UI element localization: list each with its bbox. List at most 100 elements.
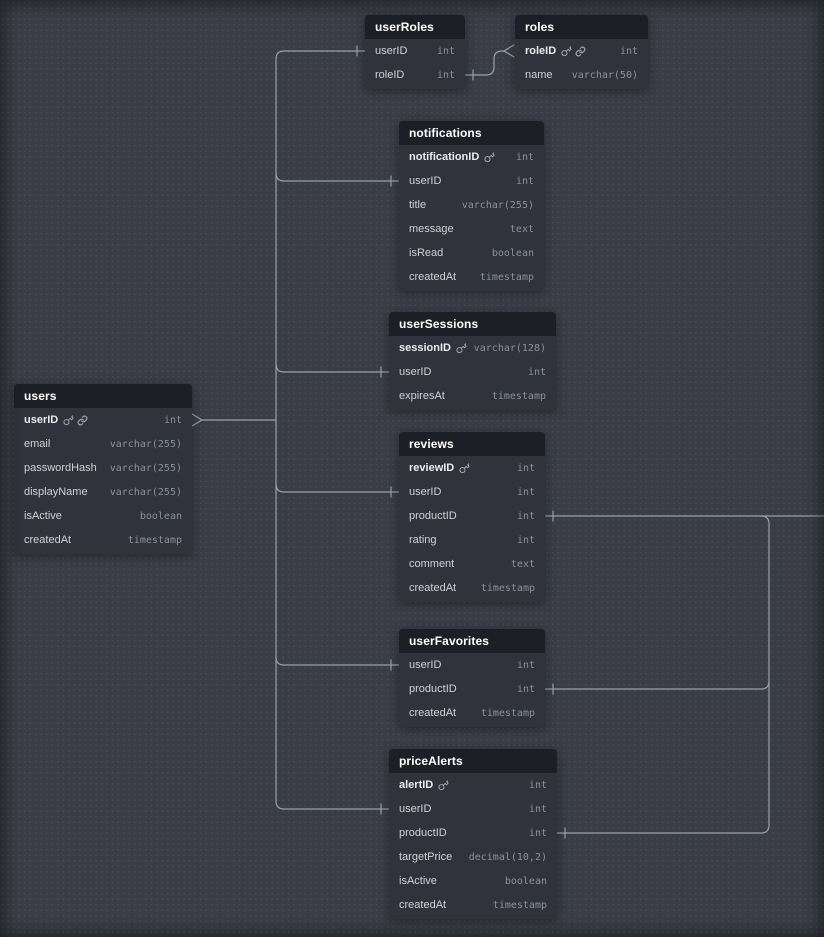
field-row-priceAlerts-isActive[interactable]: isActive boolean	[389, 869, 557, 893]
field-row-notifications-userID[interactable]: userID int	[399, 169, 544, 193]
field-name: createdAt	[409, 707, 457, 719]
field-row-users-userID[interactable]: userID int	[14, 408, 192, 432]
field-row-notifications-message[interactable]: message text	[399, 217, 544, 241]
field-row-userSessions-expiresAt[interactable]: expiresAt timestamp	[389, 384, 556, 408]
field-type: varchar(128)	[473, 342, 546, 354]
table-card-userFavorites[interactable]: userFavorites userID int productID int c…	[399, 629, 545, 727]
field-row-roles-roleID[interactable]: roleID int	[515, 39, 648, 63]
field-row-priceAlerts-productID[interactable]: productID int	[389, 821, 557, 845]
table-body: userID int productID int createdAt times…	[399, 653, 545, 727]
table-header[interactable]: reviews	[399, 432, 545, 456]
table-title: roles	[525, 20, 555, 34]
field-row-reviews-productID[interactable]: productID int	[399, 504, 545, 528]
field-row-priceAlerts-userID[interactable]: userID int	[389, 797, 557, 821]
key-icon	[484, 151, 495, 162]
table-header[interactable]: userSessions	[389, 312, 556, 336]
field-row-notifications-notificationID[interactable]: notificationID int	[399, 145, 544, 169]
relationship-line-users-fanout-trunk[interactable]	[275, 50, 390, 810]
table-title: reviews	[409, 437, 454, 451]
field-row-userSessions-sessionID[interactable]: sessionID varchar(128)	[389, 336, 556, 360]
field-name: displayName	[24, 486, 88, 498]
field-row-users-displayName[interactable]: displayName varchar(255)	[14, 480, 192, 504]
table-header[interactable]: notifications	[399, 121, 544, 145]
field-row-reviews-createdAt[interactable]: createdAt timestamp	[399, 576, 545, 600]
field-row-userRoles-roleID[interactable]: roleID int	[365, 63, 465, 87]
field-row-users-createdAt[interactable]: createdAt timestamp	[14, 528, 192, 552]
field-icons	[438, 779, 449, 791]
field-name: roleID	[375, 69, 405, 81]
field-name: createdAt	[24, 534, 72, 546]
field-name: passwordHash	[24, 462, 97, 474]
field-row-userFavorites-userID[interactable]: userID int	[399, 653, 545, 677]
field-icons	[456, 342, 467, 354]
key-icon	[63, 414, 74, 425]
field-row-priceAlerts-alertID[interactable]: alertID int	[389, 773, 557, 797]
table-card-roles[interactable]: roles roleID int name varchar(50)	[515, 15, 648, 89]
table-card-userSessions[interactable]: userSessions sessionID varchar(128) user…	[389, 312, 556, 410]
field-type: int	[516, 534, 535, 546]
field-row-userFavorites-createdAt[interactable]: createdAt timestamp	[399, 701, 545, 725]
relationship-line-branch-notifications-userid[interactable]	[275, 172, 400, 182]
field-row-users-isActive[interactable]: isActive boolean	[14, 504, 192, 528]
table-card-users[interactable]: users userID int email varchar(255) pass…	[14, 384, 192, 554]
field-row-userRoles-userID[interactable]: userID int	[365, 39, 465, 63]
table-header[interactable]: users	[14, 384, 192, 408]
relationship-line-userroles-roleid-to-roles[interactable]	[464, 50, 505, 76]
field-name: notificationID	[409, 151, 480, 163]
relationship-line-branch-reviews-userid[interactable]	[275, 483, 400, 493]
field-type: timestamp	[492, 899, 547, 911]
relationship-line-products-trunk-pricealerts[interactable]	[556, 515, 770, 834]
field-row-notifications-createdAt[interactable]: createdAt timestamp	[399, 265, 544, 289]
field-row-priceAlerts-targetPrice[interactable]: targetPrice decimal(10,2)	[389, 845, 557, 869]
field-type: timestamp	[491, 390, 546, 402]
table-title: users	[24, 389, 57, 403]
table-header[interactable]: userFavorites	[399, 629, 545, 653]
link-icon	[575, 46, 586, 56]
field-type: int	[516, 659, 535, 671]
field-type: int	[516, 683, 535, 695]
field-row-notifications-isRead[interactable]: isRead boolean	[399, 241, 544, 265]
field-row-users-passwordHash[interactable]: passwordHash varchar(255)	[14, 456, 192, 480]
field-name: userID	[375, 45, 408, 57]
table-body: roleID int name varchar(50)	[515, 39, 648, 89]
table-title: userRoles	[375, 20, 434, 34]
field-row-users-email[interactable]: email varchar(255)	[14, 432, 192, 456]
field-row-roles-name[interactable]: name varchar(50)	[515, 63, 648, 87]
field-icons	[561, 45, 586, 57]
relationship-line-userfavorites-productid-join[interactable]	[544, 680, 770, 690]
relationship-line-branch-userfavorites-userid[interactable]	[275, 656, 400, 666]
field-row-notifications-title[interactable]: title varchar(255)	[399, 193, 544, 217]
field-row-reviews-reviewID[interactable]: reviewID int	[399, 456, 545, 480]
field-type: timestamp	[480, 582, 535, 594]
table-card-priceAlerts[interactable]: priceAlerts alertID int userID int produ…	[389, 749, 557, 919]
table-card-reviews[interactable]: reviews reviewID int userID int productI…	[399, 432, 545, 602]
table-card-notifications[interactable]: notifications notificationID int userID …	[399, 121, 544, 291]
users-pk-fork	[191, 413, 203, 427]
field-row-reviews-rating[interactable]: rating int	[399, 528, 545, 552]
field-type: int	[528, 803, 547, 815]
field-name: userID	[399, 803, 432, 815]
table-card-userRoles[interactable]: userRoles userID int roleID int	[365, 15, 465, 89]
field-row-reviews-userID[interactable]: userID int	[399, 480, 545, 504]
field-type: int	[619, 45, 638, 57]
field-name: email	[24, 438, 51, 450]
table-header[interactable]: roles	[515, 15, 648, 39]
field-row-userFavorites-productID[interactable]: productID int	[399, 677, 545, 701]
field-row-priceAlerts-createdAt[interactable]: createdAt timestamp	[389, 893, 557, 917]
field-type: varchar(255)	[461, 199, 534, 211]
field-type: int	[515, 151, 534, 163]
table-body: reviewID int userID int productID int ra…	[399, 456, 545, 602]
table-title: userSessions	[399, 317, 479, 331]
field-type: varchar(255)	[109, 438, 182, 450]
field-row-userSessions-userID[interactable]: userID int	[389, 360, 556, 384]
field-name: sessionID	[399, 342, 451, 354]
field-type: varchar(255)	[109, 462, 182, 474]
table-header[interactable]: priceAlerts	[389, 749, 557, 773]
table-body: userID int roleID int	[365, 39, 465, 89]
table-header[interactable]: userRoles	[365, 15, 465, 39]
field-row-reviews-comment[interactable]: comment text	[399, 552, 545, 576]
table-title: priceAlerts	[399, 754, 463, 768]
field-type: int	[515, 175, 534, 187]
key-icon	[561, 45, 572, 56]
relationship-line-branch-usersessions-userid[interactable]	[275, 363, 390, 373]
